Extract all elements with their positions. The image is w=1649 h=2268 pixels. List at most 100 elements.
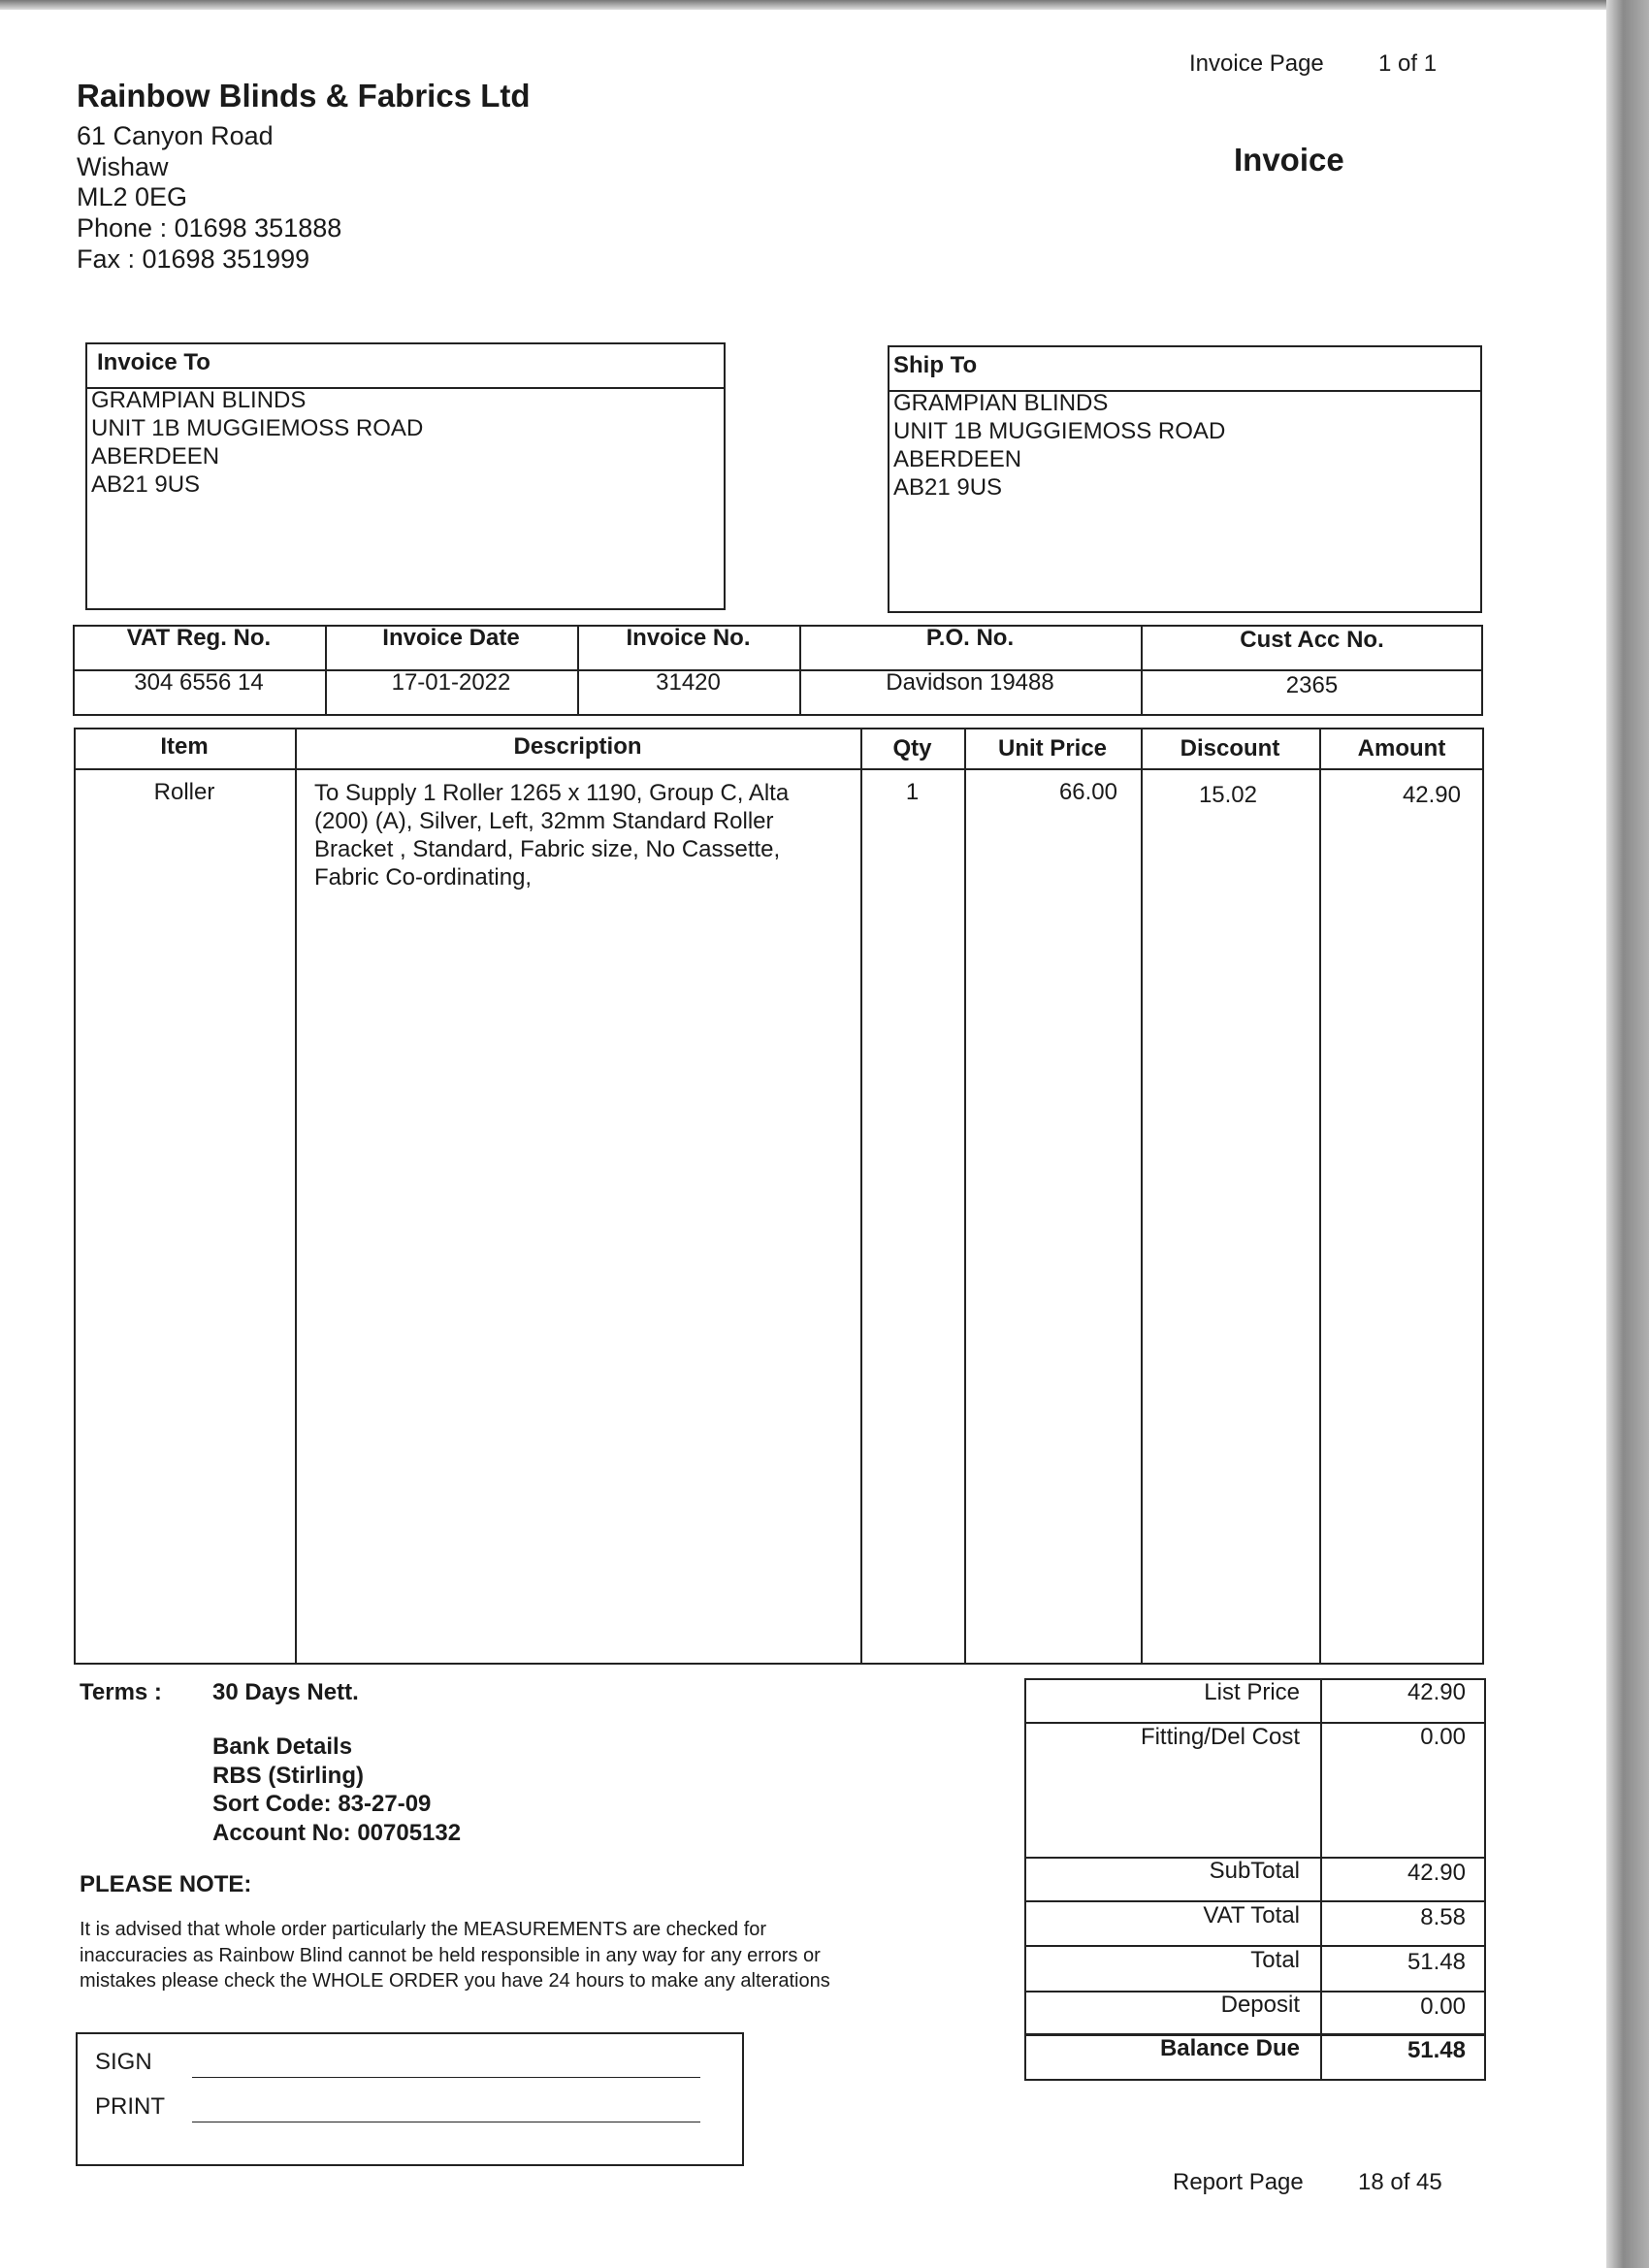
print-label: PRINT [95,2093,165,2120]
sort-code: Sort Code: 83-27-09 [212,1791,432,1817]
report-page-value: 18 of 45 [1358,2169,1442,2195]
description-line: To Supply 1 Roller 1265 x 1190, Group C,… [314,780,790,806]
total-value-balance-due: 51.48 [1406,2037,1466,2063]
description-line: (200) (A), Silver, Left, 32mm Standard R… [314,808,774,834]
item-description: To Supply 1 Roller 1265 x 1190, Group C,… [314,779,789,891]
note-line: inaccuracies as Rainbow Blind cannot be … [80,1944,821,1966]
items-header-description: Description [513,733,642,760]
divider [73,669,1483,671]
address-line: ABERDEEN [91,443,220,470]
note-line: mistakes please check the WHOLE ORDER yo… [80,1970,830,1992]
divider [1320,1678,1322,2081]
divider [1024,1945,1486,1947]
address-line: UNIT 1B MUGGIEMOSS ROAD [91,415,424,441]
address-line: ABERDEEN [893,446,1022,472]
info-header-vat: VAT Reg. No. [126,625,272,651]
sign-label: SIGN [95,2049,152,2075]
info-header-invoice-no: Invoice No. [626,625,751,651]
divider [1024,1991,1486,1993]
divider [295,728,297,1665]
total-value-total: 51.48 [1406,1949,1466,1975]
address-line: GRAMPIAN BLINDS [91,387,307,413]
invoice-to-label: Invoice To [97,349,210,375]
ship-to-box [888,345,1482,613]
description-line: Fabric Co-ordinating, [314,864,533,891]
item-unit-price: 66.00 [1058,779,1117,805]
company-address-1: 61 Canyon Road [77,121,274,150]
address-line: AB21 9US [893,474,1003,501]
company-phone: Phone : 01698 351888 [77,213,342,243]
total-label-balance-due: Balance Due [1159,2035,1300,2061]
divider [799,625,801,716]
company-address-3: ML2 0EG [77,182,188,211]
totals-box [1024,1678,1486,2081]
signature-box [76,2032,744,2166]
divider [1141,728,1143,1665]
ship-to-address: GRAMPIAN BLINDS UNIT 1B MUGGIEMOSS ROAD … [893,389,1225,502]
divider [1141,625,1143,716]
items-header-item: Item [160,733,209,760]
invoice-page-value: 1 of 1 [1378,50,1438,77]
total-label-fitting: Fitting/Del Cost [1140,1724,1300,1750]
scan-right-edge [1606,0,1649,2268]
bank-details-title: Bank Details [212,1733,353,1760]
address-line: UNIT 1B MUGGIEMOSS ROAD [893,418,1226,444]
items-table [74,728,1484,1665]
address-line: GRAMPIAN BLINDS [893,390,1109,416]
scan-top-edge [0,0,1649,10]
company-address-2: Wishaw [77,152,169,181]
info-vat-value: 304 6556 14 [134,669,264,696]
divider [964,728,966,1665]
info-header-po: P.O. No. [925,625,1015,651]
total-label-total: Total [1250,1947,1300,1973]
invoice-to-box [85,342,726,610]
please-note-title: PLEASE NOTE: [80,1871,252,1897]
divider [1024,1722,1486,1724]
total-label-vat: VAT Total [1203,1902,1300,1928]
total-label-deposit: Deposit [1220,1992,1300,2018]
divider [1319,728,1321,1665]
bank-details: Bank Details RBS (Stirling) Sort Code: 8… [212,1733,461,1847]
items-header-unit-price: Unit Price [997,735,1108,761]
document-title: Invoice [1234,142,1344,178]
divider [85,387,726,389]
items-header-discount: Discount [1180,735,1280,761]
divider [888,390,1482,392]
total-label-list-price: List Price [1204,1679,1300,1705]
divider [1024,2033,1486,2036]
please-note-text: It is advised that whole order particula… [80,1917,830,1994]
divider [325,625,327,716]
divider [74,768,1484,770]
total-value-deposit: 0.00 [1420,1993,1466,2020]
total-label-subtotal: SubTotal [1209,1858,1300,1884]
total-value-subtotal: 42.90 [1406,1860,1466,1886]
ship-to-label: Ship To [893,352,978,378]
info-date-value: 17-01-2022 [391,669,511,696]
info-header-date: Invoice Date [382,625,520,651]
divider [860,728,862,1665]
terms-value: 30 Days Nett. [212,1679,359,1705]
info-header-cust-acc: Cust Acc No. [1240,627,1384,653]
item-discount: 15.02 [1198,782,1257,808]
invoice-to-address: GRAMPIAN BLINDS UNIT 1B MUGGIEMOSS ROAD … [91,386,423,499]
info-po-value: Davidson 19488 [886,669,1054,696]
account-number: Account No: 00705132 [212,1819,462,1846]
invoice-page-label: Invoice Page [1189,50,1324,77]
items-header-qty: Qty [892,735,932,761]
divider [577,625,579,716]
description-line: Bracket , Standard, Fabric size, No Cass… [314,836,781,862]
total-value-list-price: 42.90 [1406,1679,1466,1705]
bank-name: RBS (Stirling) [212,1762,364,1789]
total-value-fitting: 0.00 [1420,1724,1466,1750]
report-page-label: Report Page [1173,2169,1304,2195]
address-line: AB21 9US [91,471,201,498]
info-cust-acc-value: 2365 [1285,672,1339,698]
total-value-vat: 8.58 [1420,1904,1466,1930]
items-header-amount: Amount [1357,735,1446,761]
note-line: It is advised that whole order particula… [80,1919,767,1940]
company-fax: Fax : 01698 351999 [77,244,310,274]
divider [1024,1857,1486,1859]
info-invoice-no-value: 31420 [656,669,721,696]
item-name: Roller [153,779,215,805]
sign-line[interactable] [192,2077,700,2078]
